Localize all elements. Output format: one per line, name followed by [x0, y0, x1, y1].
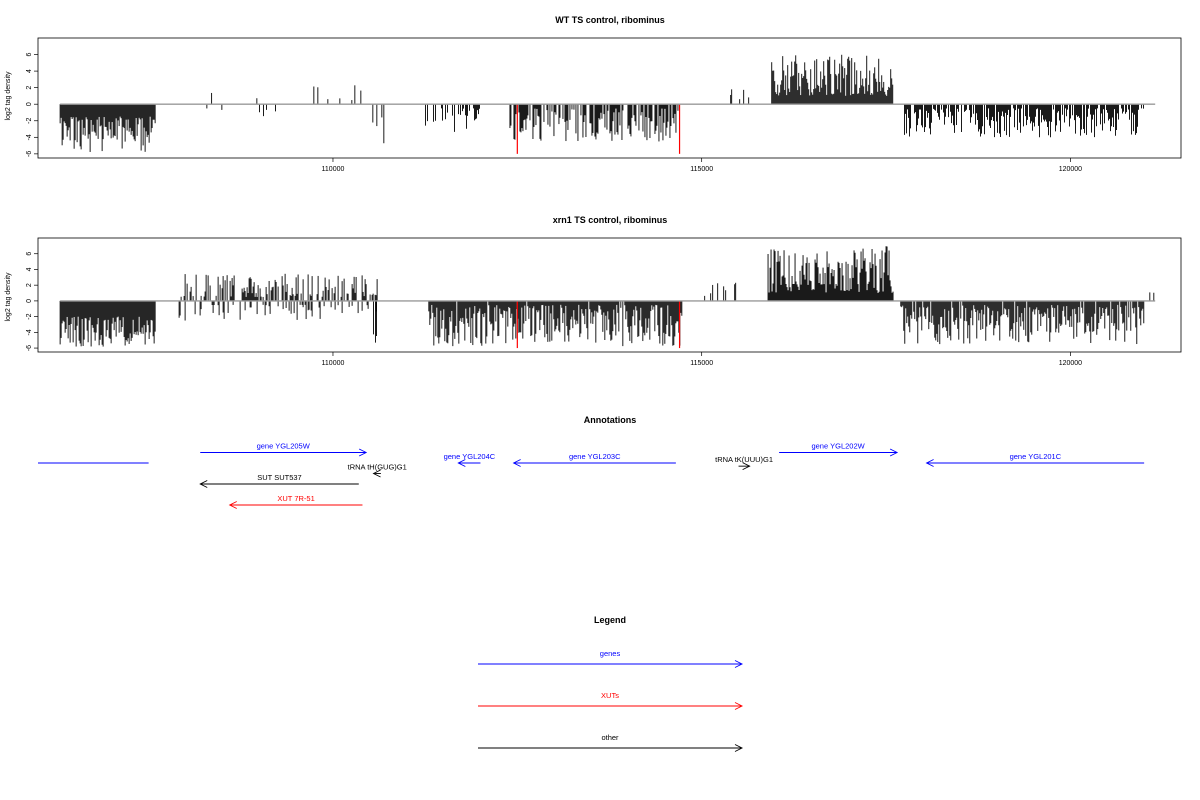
xrn1-x-tick-label: 120000 [1059, 360, 1082, 367]
xrn1-panel-title: xrn1 TS control, ribominus [553, 215, 668, 225]
wt-y-tick-label: 6 [26, 53, 33, 57]
annotation-arrowhead [742, 462, 751, 471]
xrn1-y-axis-label: log2 tag density [5, 272, 12, 322]
wt-panel: WT TS control, ribominus log2 tag densit… [5, 15, 1182, 173]
wt-x-tick-label: 120000 [1059, 166, 1082, 173]
xrn1-y-tick-label: -4 [26, 329, 33, 335]
legend-items: genes XUTs other [478, 649, 744, 752]
xrn1-y-tick-label: -6 [26, 345, 33, 351]
xrn1-y-tick-label: 2 [26, 283, 33, 287]
annotation-arrowhead [199, 480, 208, 488]
annotation-arrowhead [372, 469, 381, 478]
legend-arrowhead [734, 702, 744, 710]
wt-y-tick-label: 4 [26, 69, 33, 73]
wt-panel-title: WT TS control, ribominus [555, 15, 665, 25]
legend: Legend genes XUTs other [478, 615, 744, 752]
wt-y-tick-label: -4 [26, 134, 33, 140]
legend-arrowhead [734, 744, 744, 752]
wt-y-tick-label: 0 [26, 102, 33, 106]
annotation-arrowhead [228, 501, 237, 509]
wt-y-tick-label: -2 [26, 118, 33, 124]
wt-x-axis: 110000 115000 120000 [322, 158, 1082, 173]
wt-x-tick-label: 110000 [322, 166, 345, 173]
annotation-label: gene YGL203C [569, 452, 621, 461]
annotation-arrowhead [457, 459, 466, 467]
xrn1-y-tick-label: 0 [26, 299, 33, 303]
wt-bars [59, 54, 1144, 154]
legend-label: genes [600, 649, 621, 658]
xrn1-y-tick-label: 4 [26, 267, 33, 271]
legend-label: other [601, 733, 619, 742]
xrn1-y-tick-label: -2 [26, 313, 33, 319]
wt-y-axis: -6 -4 -2 0 2 4 6 [26, 53, 38, 157]
annotation-arrowhead [925, 459, 934, 467]
annotation-label: SUT SUT537 [257, 473, 301, 482]
wt-y-tick-label: 2 [26, 86, 33, 90]
xrn1-y-axis: -6 -4 -2 0 2 4 6 [26, 252, 38, 351]
xrn1-plot-frame [37, 237, 1182, 353]
annotations-title: Annotations [584, 415, 637, 425]
annotation-label: gene YGL201C [1010, 452, 1062, 461]
xrn1-panel: xrn1 TS control, ribominus log2 tag dens… [5, 215, 1182, 367]
wt-plot-frame [37, 37, 1182, 159]
annotation-label: gene YGL204C [444, 452, 496, 461]
wt-x-tick-label: 115000 [690, 166, 713, 173]
annotation-label: gene YGL202W [811, 442, 865, 451]
xrn1-bars [59, 246, 1155, 349]
annotation-label: tRNA tK(UUU)G1 [715, 455, 773, 464]
xrn1-y-tick-label: 6 [26, 252, 33, 256]
legend-title: Legend [594, 615, 626, 625]
legend-arrowhead [734, 660, 744, 668]
annotation-label: tRNA tH(GUG)G1 [348, 463, 407, 472]
annotation-arrowhead [358, 448, 368, 457]
annotation-items: gene YGL205W gene YGL204C gene YGL203C gene… [38, 442, 1145, 509]
annotation-arrowhead [512, 459, 521, 467]
annotation-label: XUT 7R-51 [277, 494, 314, 503]
wt-y-tick-label: -6 [26, 151, 33, 157]
xrn1-x-tick-label: 110000 [322, 360, 345, 367]
xrn1-x-axis: 110000 115000 120000 [322, 352, 1082, 367]
annotation-label: gene YGL205W [257, 442, 311, 451]
wt-y-axis-label: log2 tag density [5, 71, 12, 121]
annotation-arrowhead [889, 448, 899, 457]
legend-label: XUTs [601, 691, 619, 700]
xrn1-x-tick-label: 115000 [690, 360, 713, 367]
